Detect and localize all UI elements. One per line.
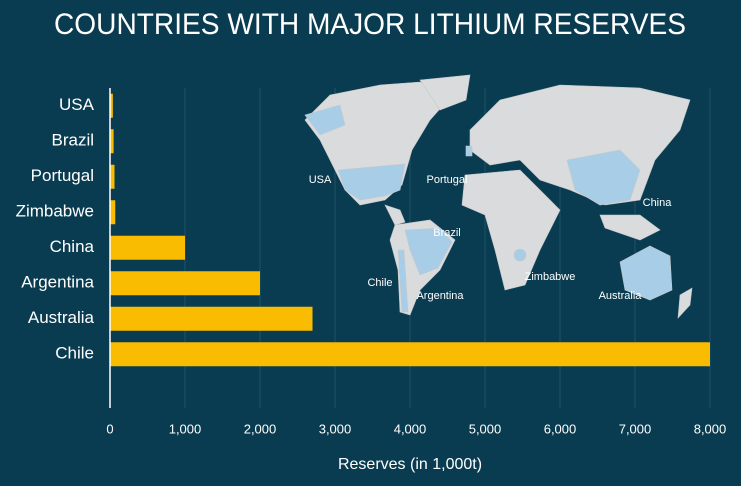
x-tick-label: 3,000 <box>319 421 352 436</box>
y-tick-label: Argentina <box>21 273 94 292</box>
bar <box>110 129 114 154</box>
x-axis-label: Reserves (in 1,000t) <box>338 456 482 473</box>
bar <box>110 93 113 118</box>
map-label: Brazil <box>433 227 461 239</box>
y-tick-label: Australia <box>28 308 95 327</box>
y-tick-label: Portugal <box>31 166 94 185</box>
y-tick-label: USA <box>59 95 95 114</box>
chart-title: COUNTRIES WITH MAJOR LITHIUM RESERVES <box>54 8 686 41</box>
bar <box>110 164 115 189</box>
bar <box>110 271 260 296</box>
bar <box>110 306 313 331</box>
x-tick-label: 7,000 <box>619 421 652 436</box>
x-tick-label: 1,000 <box>169 421 202 436</box>
y-tick-label: Brazil <box>51 131 94 150</box>
bar <box>110 200 116 225</box>
x-tick-label: 0 <box>106 421 113 436</box>
x-tick-label: 2,000 <box>244 421 277 436</box>
y-tick-label: Zimbabwe <box>16 202 94 221</box>
map-label: Australia <box>599 290 643 302</box>
map-label: China <box>643 197 673 209</box>
bar <box>110 235 185 260</box>
x-tick-label: 6,000 <box>544 421 577 436</box>
y-tick-label: Chile <box>55 344 94 363</box>
map-label: Portugal <box>427 174 468 186</box>
x-tick-label: 4,000 <box>394 421 427 436</box>
map-label: Chile <box>367 277 392 289</box>
map-label: USA <box>309 174 332 186</box>
x-tick-label: 8,000 <box>694 421 727 436</box>
map-label: Argentina <box>416 290 464 302</box>
x-tick-label: 5,000 <box>469 421 502 436</box>
map-label: Zimbabwe <box>525 271 576 283</box>
y-tick-label: China <box>50 237 95 256</box>
bar <box>110 342 710 367</box>
world-map <box>304 74 693 319</box>
